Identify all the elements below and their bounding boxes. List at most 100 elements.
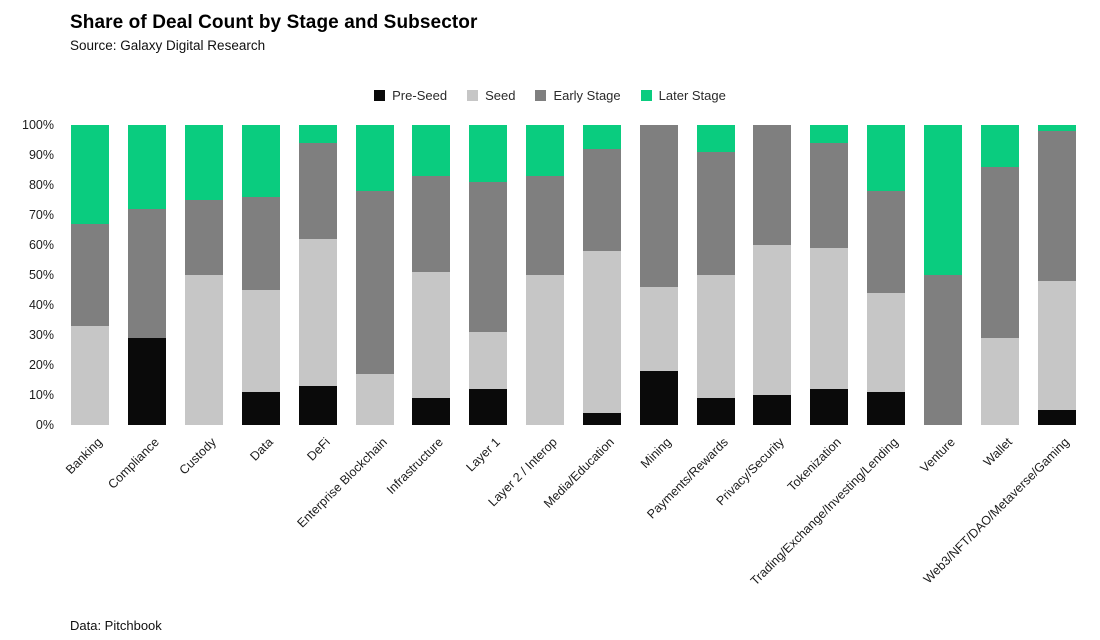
bar-segment-defi-pre-seed: [298, 386, 337, 425]
bar-segment-trading-exchange-investing-lending-early-stage: [867, 191, 906, 293]
bar-segment-data-later-stage: [241, 125, 280, 197]
y-tick-label-30pct: 30%: [28, 328, 54, 342]
plot-area: [62, 125, 1085, 425]
bar-custody: [185, 125, 224, 425]
bar-segment-compliance-early-stage: [128, 209, 167, 338]
bar-segment-tokenization-pre-seed: [810, 389, 849, 425]
bar-segment-compliance-later-stage: [128, 125, 167, 209]
y-tick-label-40pct: 40%: [28, 298, 54, 312]
bar-segment-layer-1-seed: [469, 332, 508, 389]
y-tick-label-60pct: 60%: [28, 238, 54, 252]
bar-segment-tokenization-later-stage: [810, 125, 849, 143]
bar-segment-trading-exchange-investing-lending-later-stage: [867, 125, 906, 191]
bar-segment-layer-2-interop-seed: [526, 275, 565, 425]
legend-label-early-stage: Early Stage: [553, 88, 621, 103]
chart-source-subtitle: Source: Galaxy Digital Research: [70, 38, 266, 53]
bar-segment-trading-exchange-investing-lending-seed: [867, 293, 906, 392]
bar-wallet: [980, 125, 1019, 425]
legend: Pre-Seed Seed Early Stage Later Stage: [0, 88, 1100, 103]
x-label-web3-nft-dao-metaverse-gaming: Web3/NFT/DAO/Metaverse/Gaming: [920, 435, 1072, 587]
bar-segment-media-education-later-stage: [582, 125, 621, 149]
y-axis: 0% 10% 20% 30% 40% 50% 60% 70% 80% 90% 100%: [6, 118, 54, 432]
bar-segment-web3-nft-dao-metaverse-gaming-later-stage: [1037, 125, 1076, 131]
bar-payments-rewards: [696, 125, 735, 425]
bar-banking: [71, 125, 110, 425]
bar-segment-privacy-security-early-stage: [753, 125, 792, 245]
bar-trading-exchange-investing-lending: [867, 125, 906, 425]
bar-segment-web3-nft-dao-metaverse-gaming-pre-seed: [1037, 410, 1076, 425]
bar-privacy-security: [753, 125, 792, 425]
bar-segment-wallet-seed: [980, 338, 1019, 425]
bar-segment-privacy-security-seed: [753, 245, 792, 395]
bar-segment-wallet-early-stage: [980, 167, 1019, 338]
bar-segment-enterprise-blockchain-later-stage: [355, 125, 394, 191]
bar-segment-defi-early-stage: [298, 143, 337, 239]
bar-segment-payments-rewards-early-stage: [696, 152, 735, 275]
bar-segment-banking-later-stage: [71, 125, 110, 224]
bar-segment-data-seed: [241, 290, 280, 392]
bar-segment-web3-nft-dao-metaverse-gaming-early-stage: [1037, 131, 1076, 281]
bar-layer-2-interop: [526, 125, 565, 425]
legend-item-early-stage: Early Stage: [535, 88, 621, 103]
bar-media-education: [582, 125, 621, 425]
bar-segment-custody-seed: [185, 275, 224, 425]
legend-item-pre-seed: Pre-Seed: [374, 88, 447, 103]
bar-segment-custody-later-stage: [185, 125, 224, 200]
legend-item-later-stage: Later Stage: [640, 88, 726, 103]
y-tick-label-80pct: 80%: [28, 178, 54, 192]
bar-segment-payments-rewards-pre-seed: [696, 398, 735, 425]
bar-web3-nft-dao-metaverse-gaming: [1037, 125, 1076, 425]
bar-segment-layer-1-later-stage: [469, 125, 508, 182]
bar-segment-compliance-pre-seed: [128, 338, 167, 425]
bar-segment-custody-early-stage: [185, 200, 224, 275]
legend-label-pre-seed: Pre-Seed: [392, 88, 448, 103]
y-tick-label-100pct: 100%: [22, 118, 54, 132]
bar-segment-wallet-later-stage: [980, 125, 1019, 167]
bar-segment-payments-rewards-later-stage: [696, 125, 735, 152]
bar-mining: [639, 125, 678, 425]
legend-swatch-early-stage: [535, 90, 547, 101]
bar-data: [241, 125, 280, 425]
legend-swatch-pre-seed: [374, 90, 386, 101]
bar-segment-venture-later-stage: [923, 125, 962, 275]
bar-segment-enterprise-blockchain-early-stage: [355, 191, 394, 374]
bar-segment-layer-2-interop-early-stage: [526, 176, 565, 275]
bar-segment-tokenization-seed: [810, 248, 849, 389]
y-tick-label-0pct: 0%: [35, 418, 54, 432]
bar-segment-infrastructure-pre-seed: [412, 398, 451, 425]
bar-defi: [298, 125, 337, 425]
bar-segment-layer-1-pre-seed: [469, 389, 508, 425]
bar-segment-payments-rewards-seed: [696, 275, 735, 398]
bar-infrastructure: [412, 125, 451, 425]
bar-segment-media-education-seed: [582, 251, 621, 413]
y-tick-label-10pct: 10%: [28, 388, 54, 402]
bar-segment-layer-1-early-stage: [469, 182, 508, 332]
y-tick-label-20pct: 20%: [28, 358, 54, 372]
bar-segment-infrastructure-early-stage: [412, 176, 451, 272]
bar-segment-banking-early-stage: [71, 224, 110, 326]
legend-label-later-stage: Later Stage: [658, 88, 726, 103]
bar-segment-tokenization-early-stage: [810, 143, 849, 248]
bar-enterprise-blockchain: [355, 125, 394, 425]
bar-segment-web3-nft-dao-metaverse-gaming-seed: [1037, 281, 1076, 410]
chart-title: Share of Deal Count by Stage and Subsect…: [70, 12, 478, 33]
data-source-footer: Data: Pitchbook: [70, 618, 162, 633]
bar-segment-enterprise-blockchain-seed: [355, 374, 394, 425]
bar-compliance: [128, 125, 167, 425]
bar-segment-media-education-pre-seed: [582, 413, 621, 425]
bar-segment-data-early-stage: [241, 197, 280, 290]
y-tick-label-90pct: 90%: [28, 148, 54, 162]
legend-swatch-seed: [467, 90, 479, 101]
bar-segment-infrastructure-later-stage: [412, 125, 451, 176]
bar-segment-mining-pre-seed: [639, 371, 678, 425]
chart-container: 0% 10% 20% 30% 40% 50% 60% 70% 80% 90% 100% Bankin…: [22, 118, 1085, 588]
bar-layer-1: [469, 125, 508, 425]
bar-segment-privacy-security-pre-seed: [753, 395, 792, 425]
bar-segment-defi-later-stage: [298, 125, 337, 143]
y-tick-label-50pct: 50%: [28, 268, 54, 282]
bar-tokenization: [810, 125, 849, 425]
legend-swatch-later-stage: [640, 90, 652, 101]
bar-segment-venture-early-stage: [923, 275, 962, 425]
bar-segment-layer-2-interop-later-stage: [526, 125, 565, 176]
